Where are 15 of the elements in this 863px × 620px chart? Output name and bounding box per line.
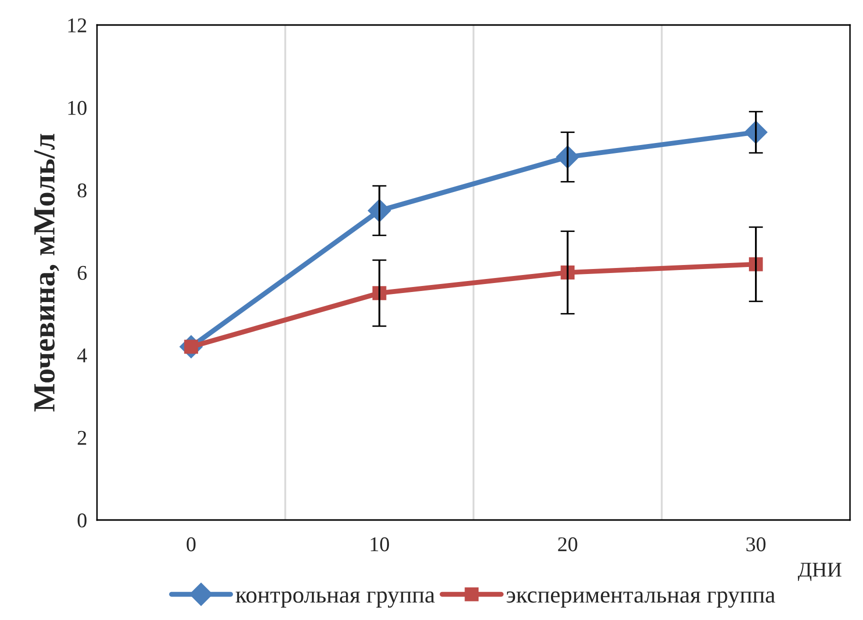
y-tick-label: 2 — [78, 430, 86, 445]
legend-label: экспериментальная группа — [506, 591, 776, 608]
x-tick-label: 0 — [186, 537, 196, 552]
y-tick-label: 10 — [68, 100, 86, 115]
x-axis-title: ДНИ — [798, 562, 842, 581]
x-tick-label: 10 — [370, 537, 389, 552]
x-tick-label: 20 — [558, 537, 578, 552]
y-tick-label: 6 — [78, 266, 87, 280]
y-axis-title: Мочевина, мМоль/л — [34, 134, 60, 412]
y-tick-label: 8 — [78, 183, 86, 198]
legend-label: контрольная группа — [236, 591, 435, 608]
x-tick-label: 30 — [746, 537, 766, 552]
y-tick-label: 4 — [77, 348, 87, 362]
y-tick-label: 12 — [68, 18, 86, 32]
y-tick-label: 0 — [78, 513, 86, 528]
